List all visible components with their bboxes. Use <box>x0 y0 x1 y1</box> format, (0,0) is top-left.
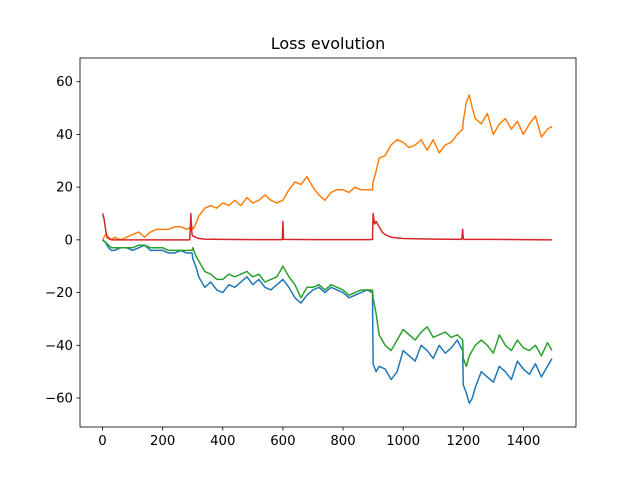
series-line-2 <box>101 94 553 241</box>
y-tick-label: 20 <box>56 181 73 196</box>
x-tick-label: 800 <box>330 434 355 449</box>
x-tick-label: 0 <box>98 434 106 449</box>
x-tick-label: 600 <box>270 434 295 449</box>
series-layer <box>101 94 553 405</box>
series-line-1 <box>102 239 553 405</box>
series-line-4 <box>101 212 552 241</box>
chart-title: Loss evolution <box>271 34 386 53</box>
y-tick-label: −60 <box>45 392 73 407</box>
y-tick-label: 40 <box>56 128 73 143</box>
x-tick-label: 200 <box>150 434 175 449</box>
x-tick-label: 400 <box>210 434 235 449</box>
axes-layer: 0 200 400 600 800 1000 1200 1400 −60 −40 −20 0 20 40 6… <box>45 57 577 449</box>
x-tick-label: 1400 <box>506 434 540 449</box>
y-tick-label: 60 <box>56 75 73 90</box>
plot-frame <box>79 57 577 428</box>
x-tick-label: 1000 <box>386 434 420 449</box>
y-tick-label: −20 <box>45 286 73 301</box>
y-tick-label: −40 <box>45 339 73 354</box>
x-tick-label: 1200 <box>446 434 480 449</box>
series-line-3 <box>102 239 553 368</box>
y-tick-label: 0 <box>65 233 73 248</box>
